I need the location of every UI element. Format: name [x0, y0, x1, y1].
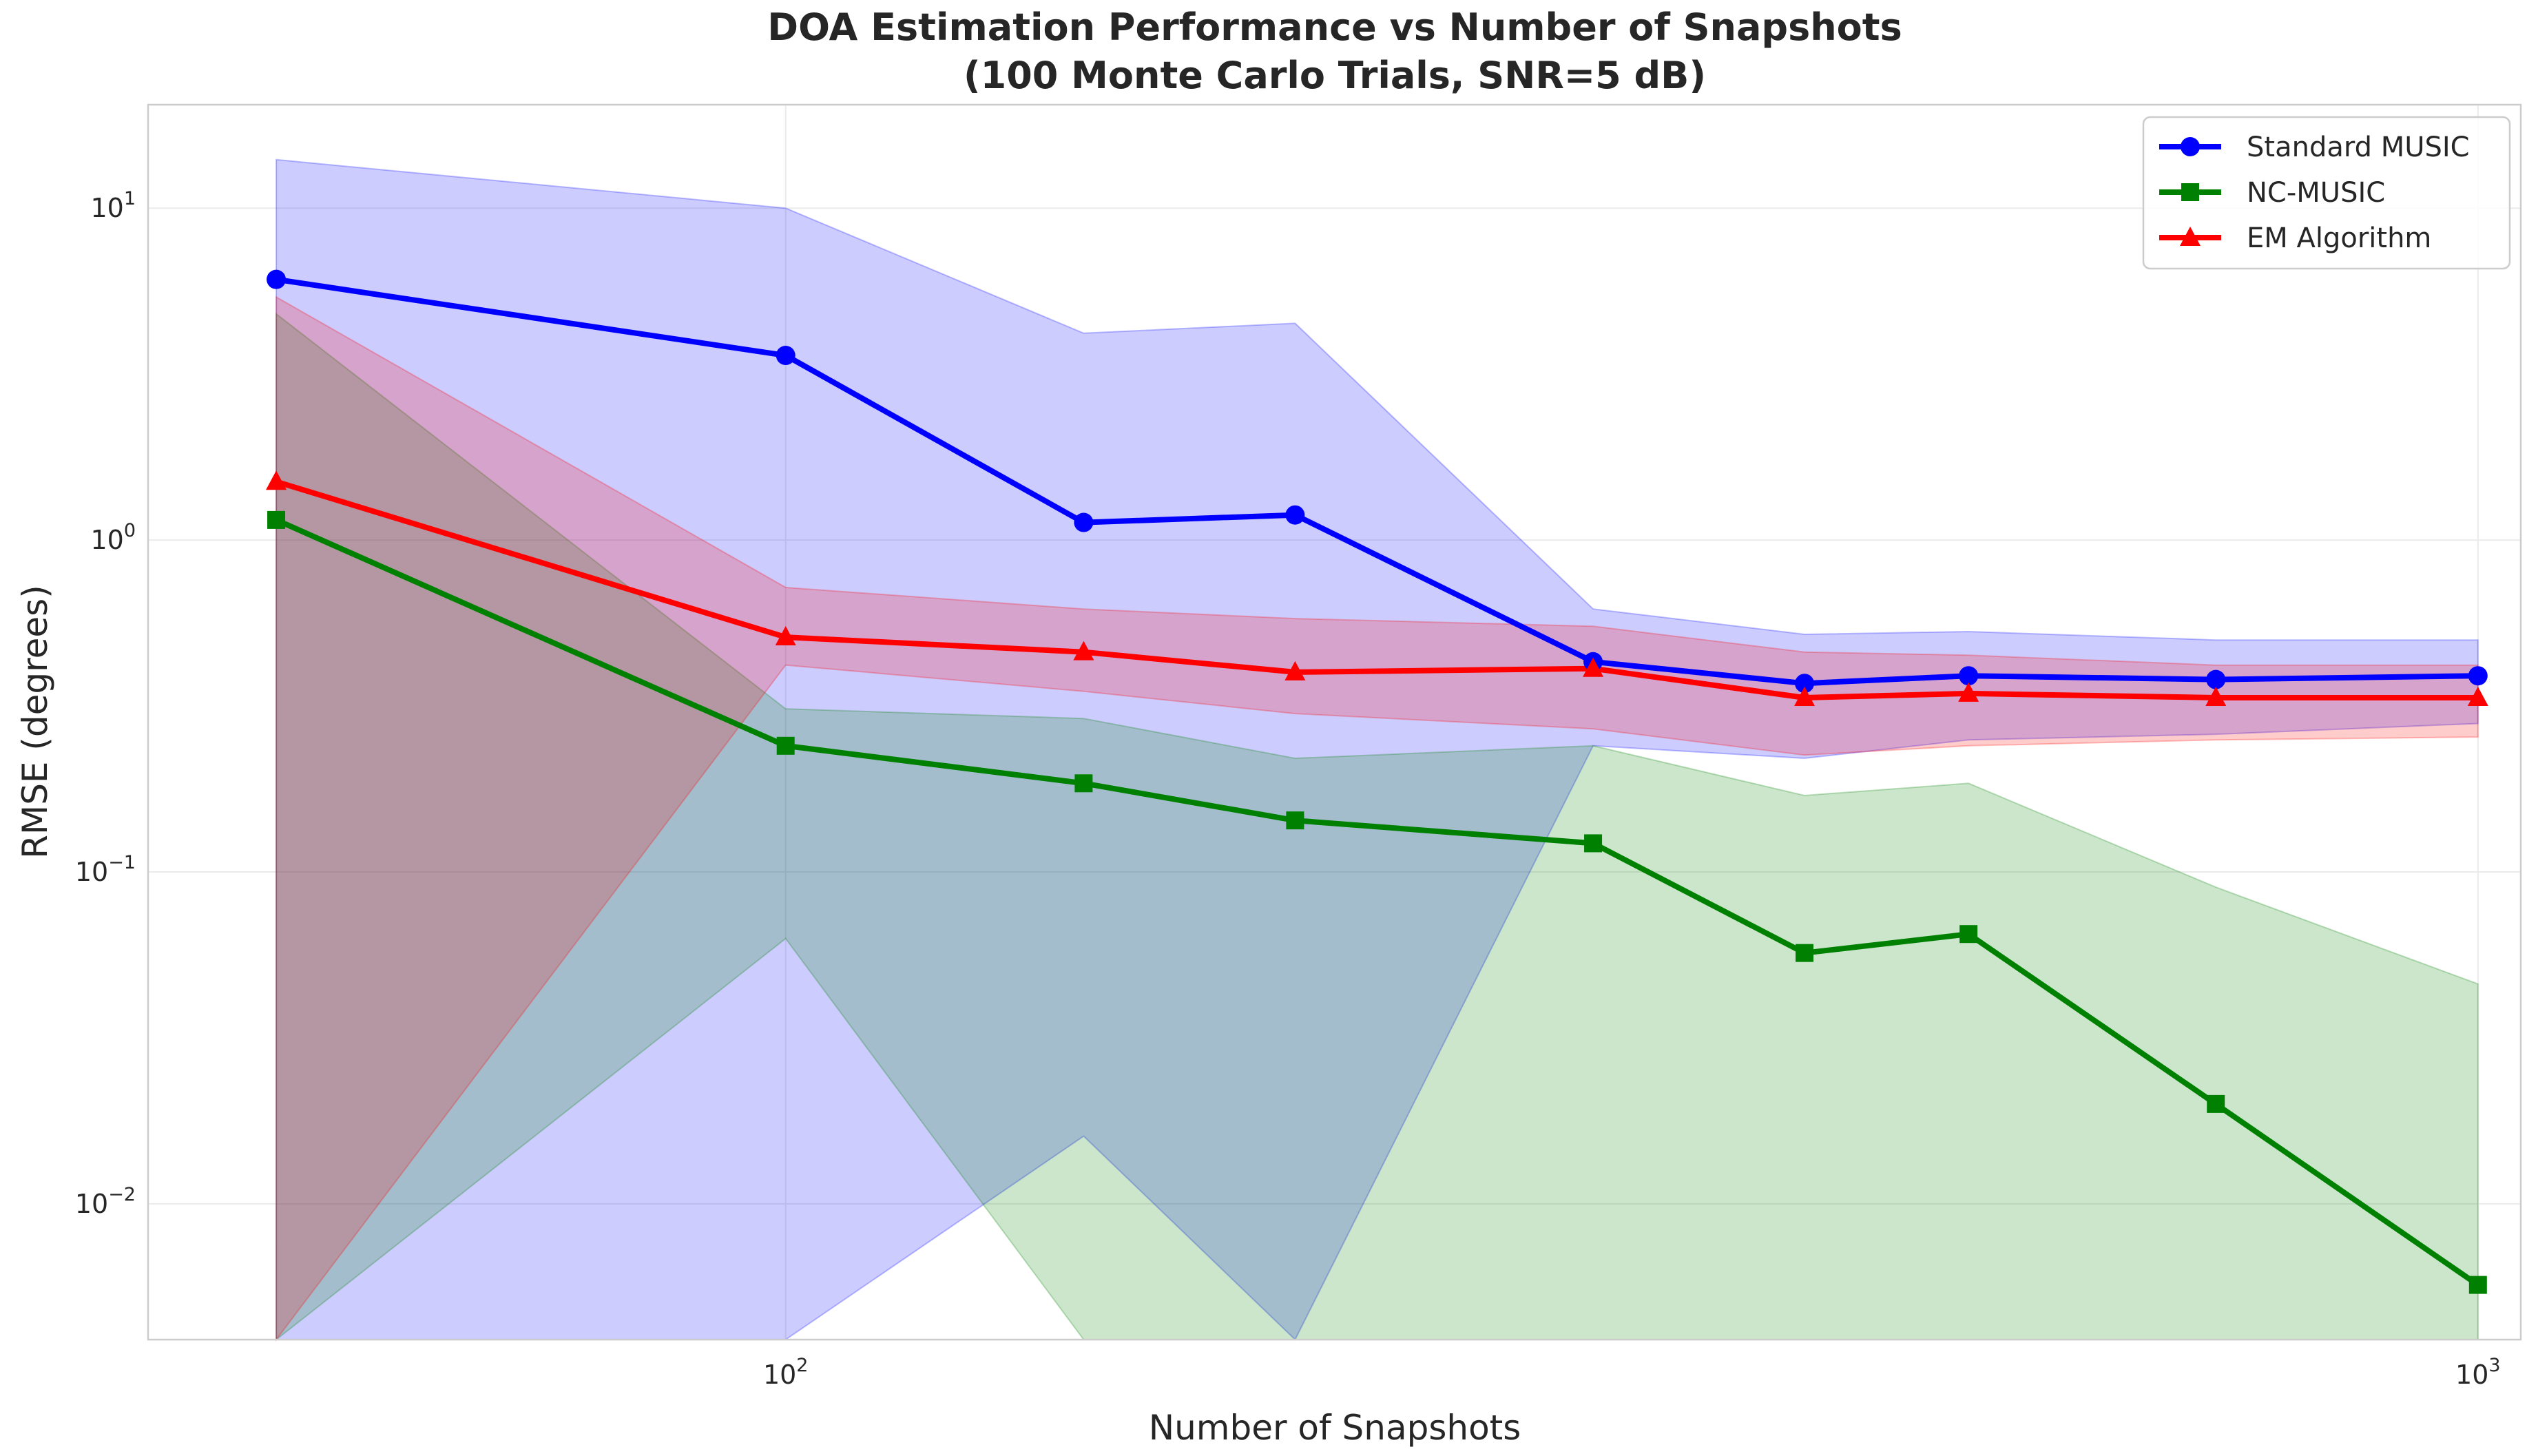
point-standard-music	[1959, 666, 1979, 686]
point-em-algorithm	[1583, 657, 1604, 677]
plot-frame	[147, 103, 2522, 1341]
legend-label: EM Algorithm	[2247, 222, 2431, 254]
point-em-algorithm	[1958, 682, 1979, 702]
legend-label: Standard MUSIC	[2247, 132, 2470, 163]
point-standard-music	[2206, 669, 2226, 689]
band-em-algorithm	[275, 295, 2479, 1342]
point-standard-music	[1285, 505, 1305, 525]
point-nc-music	[1959, 925, 1978, 944]
point-em-algorithm	[2467, 687, 2488, 707]
point-em-algorithm	[2205, 687, 2227, 707]
x-axis-label: Number of Snapshots	[1149, 1408, 1521, 1448]
point-nc-music	[1796, 944, 1814, 962]
point-standard-music	[776, 346, 795, 366]
point-em-algorithm	[266, 470, 287, 490]
legend-box	[2142, 116, 2511, 270]
point-em-algorithm	[1794, 687, 1816, 707]
series-markers	[266, 269, 2488, 1294]
legend-item-em-algorithm: EM Algorithm	[2159, 222, 2431, 254]
point-em-algorithm	[1073, 641, 1094, 661]
point-nc-music	[2207, 1094, 2225, 1113]
y-axis-label: RMSE (degrees)	[15, 585, 55, 858]
point-nc-music	[1074, 774, 1093, 793]
point-standard-music	[267, 269, 287, 289]
band-standard-music	[275, 158, 2479, 1341]
chart-title-line2: (100 Monte Carlo Trials, SNR=5 dB)	[964, 54, 1706, 97]
point-nc-music	[2468, 1276, 2487, 1294]
legend-item-standard-music: Standard MUSIC	[2159, 132, 2470, 163]
point-nc-music	[1286, 811, 1304, 830]
legend-marker	[2181, 183, 2199, 201]
legend: Standard MUSIC NC-MUSIC EM Algorithm	[2142, 116, 2511, 270]
grid-lines	[148, 105, 2521, 1340]
point-standard-music	[2468, 666, 2488, 686]
legend-item-nc-music: NC-MUSIC	[2159, 177, 2385, 209]
point-standard-music	[1795, 674, 1815, 694]
point-em-algorithm	[775, 626, 796, 646]
point-nc-music	[1584, 834, 1603, 853]
point-nc-music	[267, 510, 286, 529]
point-nc-music	[776, 736, 795, 755]
plot-area	[148, 105, 2521, 1340]
point-em-algorithm	[1284, 661, 1306, 680]
legend-marker	[2180, 227, 2201, 246]
point-standard-music	[1074, 512, 1094, 532]
legend-label: NC-MUSIC	[2247, 177, 2385, 209]
legend-marker	[2181, 137, 2200, 156]
chart-title-line1: DOA Estimation Performance vs Number of …	[767, 6, 1902, 49]
